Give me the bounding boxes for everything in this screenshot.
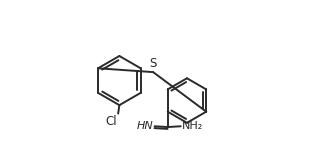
Text: S: S xyxy=(149,57,157,70)
Text: HN: HN xyxy=(137,121,154,131)
Text: NH₂: NH₂ xyxy=(181,121,203,131)
Text: Cl: Cl xyxy=(106,115,117,128)
